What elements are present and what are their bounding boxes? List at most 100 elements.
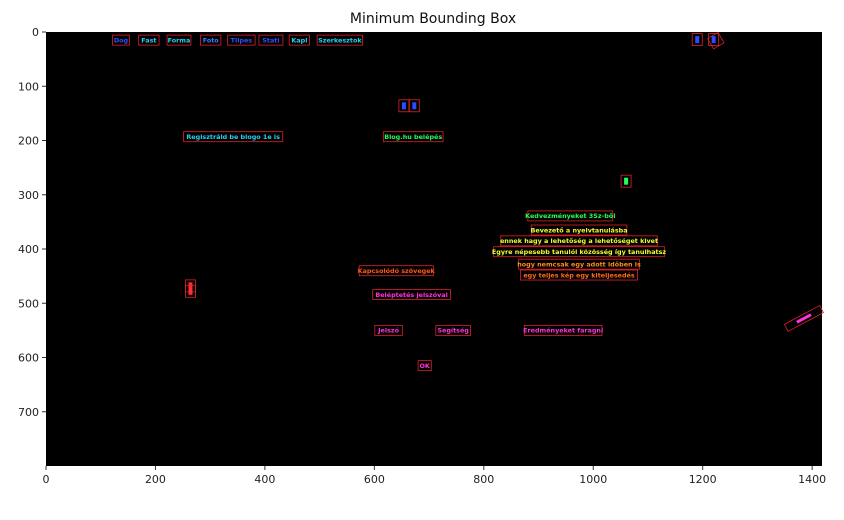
icon-glyph bbox=[188, 282, 193, 290]
rotated-icon-annotation bbox=[707, 31, 725, 50]
bounding-box bbox=[382, 131, 444, 143]
region-label: Segítség bbox=[437, 327, 469, 335]
bounding-box bbox=[527, 210, 614, 222]
region-label: egy teljes kép egy kiteljesedés bbox=[523, 271, 635, 279]
region-annotation: Eredményeket faragni bbox=[523, 324, 603, 336]
region-label: Eredményeket faragni bbox=[523, 327, 603, 335]
region-annotation: hogy nemcsak egy adott időben is bbox=[517, 258, 641, 270]
bounding-box bbox=[523, 324, 603, 336]
bounding-box bbox=[417, 360, 432, 372]
region-label: Dog bbox=[114, 36, 129, 44]
region-label: Forma bbox=[168, 36, 191, 44]
y-tick-label: 500 bbox=[18, 297, 39, 310]
y-axis: 0 100 200 300 400 500 600 700 bbox=[18, 26, 46, 419]
icon-annotation bbox=[691, 33, 703, 46]
icon-annotation bbox=[408, 99, 420, 113]
icon-bounding-box bbox=[620, 174, 632, 188]
x-tick-label: 400 bbox=[254, 473, 275, 486]
bounding-box bbox=[520, 269, 638, 281]
region-annotation: Kedvezményeket 3Sz-ből bbox=[525, 210, 615, 222]
bounding-box bbox=[374, 324, 403, 336]
bounding-box bbox=[530, 224, 628, 236]
bounding-box bbox=[183, 131, 284, 143]
bounding-box bbox=[112, 34, 130, 46]
icon-glyph bbox=[188, 287, 193, 295]
x-tick-label: 1400 bbox=[798, 473, 826, 486]
annotation-layer: Dog Fast Forma Foto Tilpes Stati Kapl Szerkeszt… bbox=[112, 31, 825, 372]
region-label: hogy nemcsak egy adott időben is bbox=[517, 259, 641, 268]
bounding-box bbox=[258, 34, 284, 46]
y-tick-label: 100 bbox=[18, 80, 39, 93]
region-label: Egyre népesebb tanulói közösség így tanu… bbox=[492, 248, 666, 256]
x-tick-label: 1000 bbox=[579, 473, 607, 486]
bounding-box bbox=[288, 34, 310, 46]
region-label: Regisztráld be blogo 1e is bbox=[186, 133, 280, 141]
region-annotation: Stati bbox=[258, 34, 284, 46]
bounding-box bbox=[518, 258, 640, 270]
region-annotation: Egyre népesebb tanulói közösség így tanu… bbox=[492, 246, 666, 258]
region-label: Foto bbox=[203, 36, 220, 44]
bounding-box bbox=[500, 235, 658, 247]
y-tick-label: 400 bbox=[18, 243, 39, 256]
image-area bbox=[46, 32, 822, 466]
region-label: Fast bbox=[141, 36, 156, 44]
icon-bounding-box bbox=[408, 99, 420, 113]
region-annotation: Regisztráld be blogo 1e is bbox=[183, 131, 284, 143]
x-axis: 0 200 400 600 800 1000 1200 1400 bbox=[43, 466, 826, 486]
region-annotation: Dog bbox=[112, 34, 130, 46]
region-label: ennek hagy a lehetőség a lehetőséget kiv… bbox=[500, 236, 658, 245]
region-annotation: Kapl bbox=[288, 34, 310, 46]
rotated-mark bbox=[796, 313, 812, 324]
bounding-box bbox=[316, 34, 363, 46]
bounding-box bbox=[493, 246, 665, 258]
region-annotation: Szerkesztok bbox=[316, 34, 363, 46]
region-annotation: Jelszó bbox=[374, 324, 403, 336]
region-annotation: Blog.hu belépés bbox=[382, 131, 444, 143]
icon-bounding-box bbox=[691, 33, 703, 46]
icon-bounding-box bbox=[185, 284, 196, 298]
y-tick-label: 200 bbox=[18, 135, 39, 148]
region-label: Beléptetés jelszóval bbox=[375, 291, 447, 299]
bounding-box bbox=[200, 34, 222, 46]
bounding-box bbox=[435, 324, 471, 336]
region-annotation: egy teljes kép egy kiteljesedés bbox=[520, 269, 638, 281]
region-label: Kapl bbox=[291, 36, 307, 44]
rotated-bounding-box bbox=[783, 304, 825, 332]
x-tick-label: 200 bbox=[145, 473, 166, 486]
icon-glyph bbox=[695, 36, 700, 44]
region-annotation: Bevezető a nyelvtanulásba bbox=[530, 224, 628, 236]
bounding-box bbox=[358, 265, 434, 277]
region-annotation: ennek hagy a lehetőség a lehetőséget kiv… bbox=[500, 235, 658, 247]
y-tick-label: 300 bbox=[18, 189, 39, 202]
icon-annotation bbox=[620, 174, 632, 188]
region-label: Tilpes bbox=[231, 36, 253, 44]
y-tick-label: 600 bbox=[18, 352, 39, 365]
bounding-box bbox=[138, 34, 160, 46]
rotated-icon-box bbox=[707, 31, 725, 50]
bounding-box bbox=[166, 34, 192, 46]
region-label: Stati bbox=[262, 36, 279, 44]
icon-annotation bbox=[185, 284, 196, 298]
region-annotation: Segítség bbox=[435, 324, 471, 336]
x-tick-label: 0 bbox=[43, 473, 50, 486]
chart-title: Minimum Bounding Box bbox=[350, 11, 516, 27]
region-label: OK bbox=[420, 362, 431, 370]
region-annotation: Forma bbox=[166, 34, 192, 46]
region-annotation: Tilpes bbox=[227, 34, 256, 46]
region-annotation: Foto bbox=[200, 34, 222, 46]
region-label: Bevezető a nyelvtanulásba bbox=[530, 225, 627, 234]
region-annotation: Fast bbox=[138, 34, 160, 46]
region-label: Kedvezményeket 3Sz-ből bbox=[525, 211, 615, 220]
y-tick-label: 0 bbox=[32, 26, 39, 39]
bounding-box bbox=[227, 34, 256, 46]
icon-glyph bbox=[624, 177, 629, 185]
y-tick-label: 700 bbox=[18, 406, 39, 419]
region-label: Blog.hu belépés bbox=[384, 133, 442, 141]
rotated-annotation bbox=[783, 304, 825, 332]
x-tick-label: 800 bbox=[473, 473, 494, 486]
image-background bbox=[46, 32, 822, 466]
region-label: Szerkesztok bbox=[318, 36, 362, 44]
icon-glyph bbox=[711, 36, 716, 44]
icon-glyph bbox=[412, 102, 417, 110]
